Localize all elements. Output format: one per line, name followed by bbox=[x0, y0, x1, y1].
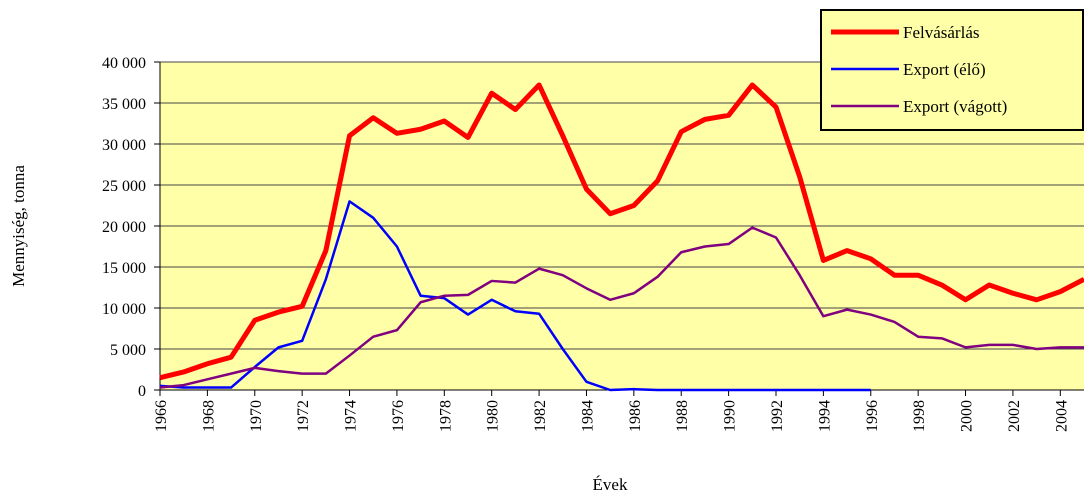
x-tick-label: 1996 bbox=[864, 400, 881, 432]
legend-label: Export (vágott) bbox=[903, 97, 1007, 116]
series-line bbox=[159, 200, 871, 392]
x-tick-label: 1990 bbox=[722, 400, 739, 432]
x-tick-label: 2000 bbox=[959, 400, 976, 432]
y-tick-label: 35 000 bbox=[102, 96, 146, 113]
x-axis-title: Évek bbox=[593, 475, 628, 494]
x-tick-label: 1970 bbox=[248, 400, 265, 432]
y-tick-label: 0 bbox=[138, 383, 146, 400]
y-tick-label: 40 000 bbox=[102, 55, 146, 72]
y-tick-label: 30 000 bbox=[102, 137, 146, 154]
x-tick-label: 1978 bbox=[437, 400, 454, 432]
y-tick-label: 15 000 bbox=[102, 260, 146, 277]
x-tick-label: 1988 bbox=[674, 400, 691, 432]
x-tick-label: 1986 bbox=[627, 400, 644, 432]
x-tick-label: 1976 bbox=[390, 400, 407, 432]
x-tick-label: 1982 bbox=[532, 400, 549, 432]
x-tick-label: 1992 bbox=[769, 400, 786, 432]
x-tick-label: 1968 bbox=[200, 400, 217, 432]
x-tick-label: 1972 bbox=[295, 400, 312, 432]
x-tick-label: 1984 bbox=[579, 400, 596, 432]
x-tick-label: 1994 bbox=[816, 400, 833, 432]
series-line bbox=[159, 82, 1084, 381]
y-tick-label: 25 000 bbox=[102, 178, 146, 195]
y-axis-title: Mennyiség, tonna bbox=[9, 165, 28, 287]
y-tick-label: 20 000 bbox=[102, 219, 146, 236]
y-tick-label: 5 000 bbox=[110, 342, 146, 359]
y-tick-label: 10 000 bbox=[102, 301, 146, 318]
legend-label: Export (élő) bbox=[903, 60, 986, 79]
series-line bbox=[159, 226, 1084, 389]
x-tick-label: 1974 bbox=[343, 400, 360, 432]
x-tick-label: 1998 bbox=[911, 400, 928, 432]
x-tick-label: 1966 bbox=[153, 400, 170, 432]
x-tick-label: 1980 bbox=[485, 400, 502, 432]
x-tick-label: 2002 bbox=[1006, 400, 1023, 432]
x-tick-label: 2004 bbox=[1053, 400, 1070, 432]
legend-label: Felvásárlás bbox=[903, 23, 979, 42]
